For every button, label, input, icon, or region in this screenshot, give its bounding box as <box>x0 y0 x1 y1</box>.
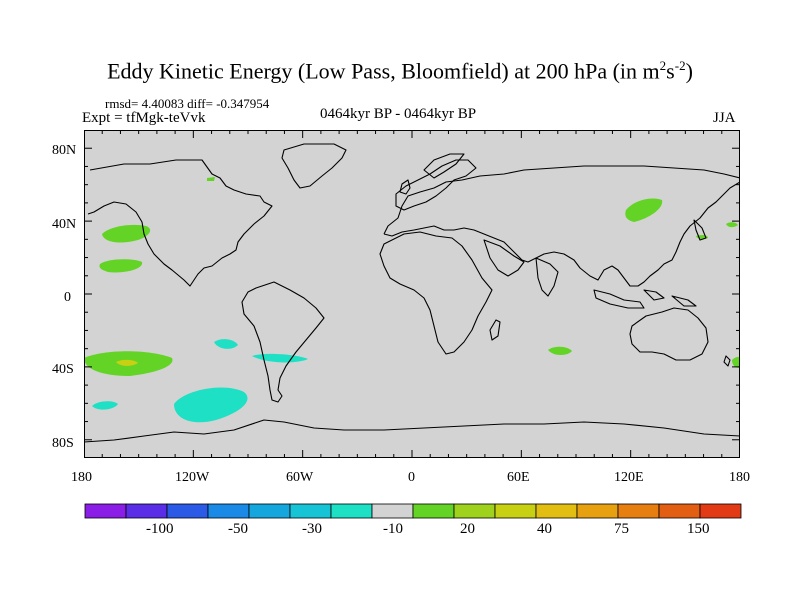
lat-tick-label: 0 <box>64 290 71 305</box>
colorbar-label: -10 <box>383 521 403 537</box>
colorbar-swatch <box>658 503 701 519</box>
colorbar-label: 75 <box>614 521 629 537</box>
lat-tick-label: 80S <box>52 436 74 451</box>
india-coast <box>535 257 559 297</box>
world-map <box>84 130 740 458</box>
colorbar <box>84 503 742 519</box>
lat-tick-label: 40S <box>52 362 74 377</box>
south-america-coast <box>241 281 325 403</box>
uk-coast <box>399 179 411 195</box>
title-close: ) <box>685 58 693 84</box>
indian-ocean-patch <box>548 346 572 355</box>
south-pacific-small-patch <box>92 401 118 410</box>
title-exponent-1: 2 <box>659 58 667 73</box>
scandinavia-coast <box>423 153 465 179</box>
colorbar-label: 40 <box>537 521 552 537</box>
indonesia-coast <box>593 289 697 309</box>
nw-pacific-patch <box>726 222 738 228</box>
colorbar-label: 150 <box>687 521 710 537</box>
coastlines <box>84 143 740 443</box>
title-unit-s: s <box>666 58 675 84</box>
north-pacific-patch-1 <box>102 224 151 243</box>
colorbar-swatch <box>248 503 291 519</box>
arabia-coast <box>483 239 525 277</box>
japan-coast <box>693 219 707 241</box>
runs-label: 0464kyr BP - 0464kyr BP <box>320 106 477 122</box>
lon-tick-label: 180 <box>71 470 92 485</box>
colorbar-swatch <box>166 503 209 519</box>
madagascar-coast <box>489 319 501 341</box>
colorbar-swatch <box>535 503 578 519</box>
lon-tick-label: 180 <box>729 470 750 485</box>
lon-tick-label: 120E <box>614 470 644 485</box>
nz-patch <box>732 356 740 368</box>
colorbar-swatch <box>412 503 455 519</box>
north-pacific-patch-2 <box>99 259 143 273</box>
greenland-coast <box>281 143 347 189</box>
colorbar-label: -30 <box>302 521 322 537</box>
lon-tick-label: 60W <box>286 470 314 485</box>
siberia-patch <box>625 198 663 222</box>
plot-title: Eddy Kinetic Energy (Low Pass, Bloomfiel… <box>0 58 800 84</box>
europe-coast <box>395 159 477 211</box>
south-pacific-yellow-patch <box>116 359 138 366</box>
antarctica-coast <box>84 419 740 443</box>
lat-tick-label: 80N <box>52 143 77 158</box>
colorbar-swatch <box>576 503 619 519</box>
colorbar-swatch <box>699 503 742 519</box>
colorbar-swatch <box>494 503 537 519</box>
southeast-pacific-patch <box>174 387 248 423</box>
lon-tick-label: 60E <box>507 470 530 485</box>
colorbar-swatch <box>330 503 373 519</box>
colorbar-label: -100 <box>146 521 174 537</box>
north-america-coast <box>87 159 273 287</box>
negative-anomaly-regions <box>92 339 308 423</box>
colorbar-label: -50 <box>228 521 248 537</box>
title-text: Eddy Kinetic Energy (Low Pass, Bloomfiel… <box>107 58 660 84</box>
colorbar-label: 20 <box>460 521 475 537</box>
colorbar-swatch <box>84 503 127 519</box>
chile-patch <box>252 353 308 363</box>
colorbar-swatch <box>617 503 660 519</box>
colorbar-swatch <box>453 503 496 519</box>
australia-coast <box>629 307 709 361</box>
eurasia-coast <box>383 165 740 287</box>
title-exponent-2: -2 <box>674 58 686 73</box>
season-label: JJA <box>713 110 736 126</box>
lat-tick-label: 40N <box>52 217 77 232</box>
stats-text: rmsd= 4.40083 diff= -0.347954 <box>105 96 270 111</box>
africa-coast <box>379 231 493 355</box>
colorbar-swatch <box>207 503 250 519</box>
colorbar-swatch <box>371 503 414 519</box>
new-zealand-coast <box>723 355 731 367</box>
experiment-label: Expt = tfMgk-teVvk <box>82 110 206 126</box>
greenland-patch <box>207 177 215 181</box>
colorbar-swatch <box>125 503 168 519</box>
colorbar-swatch <box>289 503 332 519</box>
lon-tick-label: 0 <box>408 470 415 485</box>
south-american-pacific-patch <box>214 339 238 349</box>
lon-tick-label: 120W <box>175 470 210 485</box>
